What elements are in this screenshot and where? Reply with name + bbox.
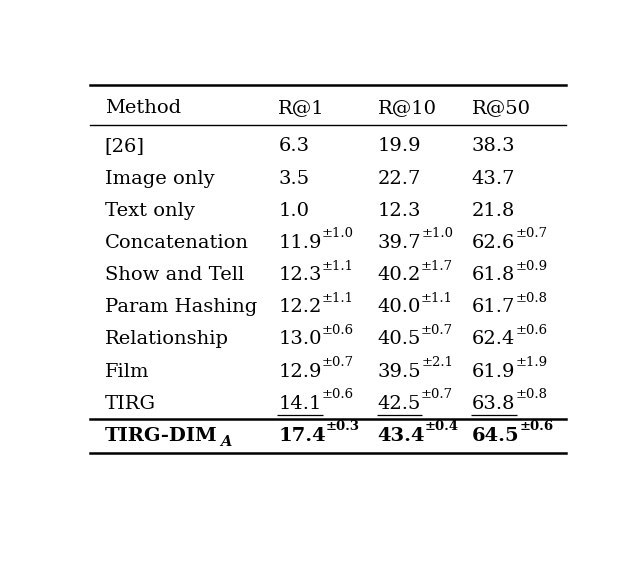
Text: 62.6: 62.6 bbox=[472, 234, 515, 252]
Text: ±1.0: ±1.0 bbox=[322, 227, 354, 241]
Text: TIRG: TIRG bbox=[105, 394, 156, 412]
Text: R@10: R@10 bbox=[378, 99, 436, 117]
Text: 61.9: 61.9 bbox=[472, 362, 515, 380]
Text: 12.3: 12.3 bbox=[278, 266, 322, 284]
Text: 61.7: 61.7 bbox=[472, 298, 515, 316]
Text: 63.8: 63.8 bbox=[472, 394, 515, 412]
Text: ±0.6: ±0.6 bbox=[515, 324, 547, 337]
Text: ±0.6: ±0.6 bbox=[520, 420, 554, 433]
Text: ±1.0: ±1.0 bbox=[421, 227, 453, 241]
Text: ±0.6: ±0.6 bbox=[322, 324, 354, 337]
Text: 22.7: 22.7 bbox=[378, 169, 421, 187]
Text: 43.4: 43.4 bbox=[378, 427, 425, 445]
Text: 62.4: 62.4 bbox=[472, 331, 515, 349]
Text: ±0.3: ±0.3 bbox=[326, 420, 360, 433]
Text: 3.5: 3.5 bbox=[278, 169, 310, 187]
Text: ±2.1: ±2.1 bbox=[421, 356, 453, 369]
Text: ±1.1: ±1.1 bbox=[421, 292, 453, 304]
Text: 12.2: 12.2 bbox=[278, 298, 322, 316]
Text: 19.9: 19.9 bbox=[378, 137, 421, 155]
Text: ±0.7: ±0.7 bbox=[421, 388, 453, 401]
Text: R@1: R@1 bbox=[278, 99, 325, 117]
Text: ±1.1: ±1.1 bbox=[322, 260, 354, 273]
Text: ±0.9: ±0.9 bbox=[515, 260, 547, 273]
Text: ±0.7: ±0.7 bbox=[515, 227, 547, 241]
Text: ±0.7: ±0.7 bbox=[322, 356, 354, 369]
Text: Text only: Text only bbox=[105, 202, 195, 220]
Text: 6.3: 6.3 bbox=[278, 137, 310, 155]
Text: 12.9: 12.9 bbox=[278, 362, 322, 380]
Text: 39.5: 39.5 bbox=[378, 362, 421, 380]
Text: TIRG-DIM: TIRG-DIM bbox=[105, 427, 218, 445]
Text: 40.5: 40.5 bbox=[378, 331, 421, 349]
Text: 64.5: 64.5 bbox=[472, 427, 520, 445]
Text: Concatenation: Concatenation bbox=[105, 234, 249, 252]
Text: Image only: Image only bbox=[105, 169, 214, 187]
Text: ±0.4: ±0.4 bbox=[425, 420, 460, 433]
Text: R@50: R@50 bbox=[472, 99, 531, 117]
Text: 21.8: 21.8 bbox=[472, 202, 515, 220]
Text: 12.3: 12.3 bbox=[378, 202, 421, 220]
Text: ±1.1: ±1.1 bbox=[322, 292, 354, 304]
Text: Method: Method bbox=[105, 99, 181, 117]
Text: 42.5: 42.5 bbox=[378, 394, 421, 412]
Text: ±0.8: ±0.8 bbox=[515, 292, 547, 304]
Text: Param Hashing: Param Hashing bbox=[105, 298, 257, 316]
Text: 40.2: 40.2 bbox=[378, 266, 421, 284]
Text: Film: Film bbox=[105, 362, 149, 380]
Text: 43.7: 43.7 bbox=[472, 169, 515, 187]
Text: 13.0: 13.0 bbox=[278, 331, 322, 349]
Text: 11.9: 11.9 bbox=[278, 234, 322, 252]
Text: [26]: [26] bbox=[105, 137, 145, 155]
Text: Show and Tell: Show and Tell bbox=[105, 266, 244, 284]
Text: 1.0: 1.0 bbox=[278, 202, 309, 220]
Text: ±1.9: ±1.9 bbox=[515, 356, 547, 369]
Text: A: A bbox=[220, 435, 231, 449]
Text: ±0.7: ±0.7 bbox=[421, 324, 453, 337]
Text: 14.1: 14.1 bbox=[278, 394, 322, 412]
Text: ±0.6: ±0.6 bbox=[322, 388, 354, 401]
Text: 17.4: 17.4 bbox=[278, 427, 326, 445]
Text: 39.7: 39.7 bbox=[378, 234, 421, 252]
Text: Relationship: Relationship bbox=[105, 331, 229, 349]
Text: 61.8: 61.8 bbox=[472, 266, 515, 284]
Text: 40.0: 40.0 bbox=[378, 298, 421, 316]
Text: ±0.8: ±0.8 bbox=[515, 388, 547, 401]
Text: ±1.7: ±1.7 bbox=[421, 260, 453, 273]
Text: 38.3: 38.3 bbox=[472, 137, 515, 155]
